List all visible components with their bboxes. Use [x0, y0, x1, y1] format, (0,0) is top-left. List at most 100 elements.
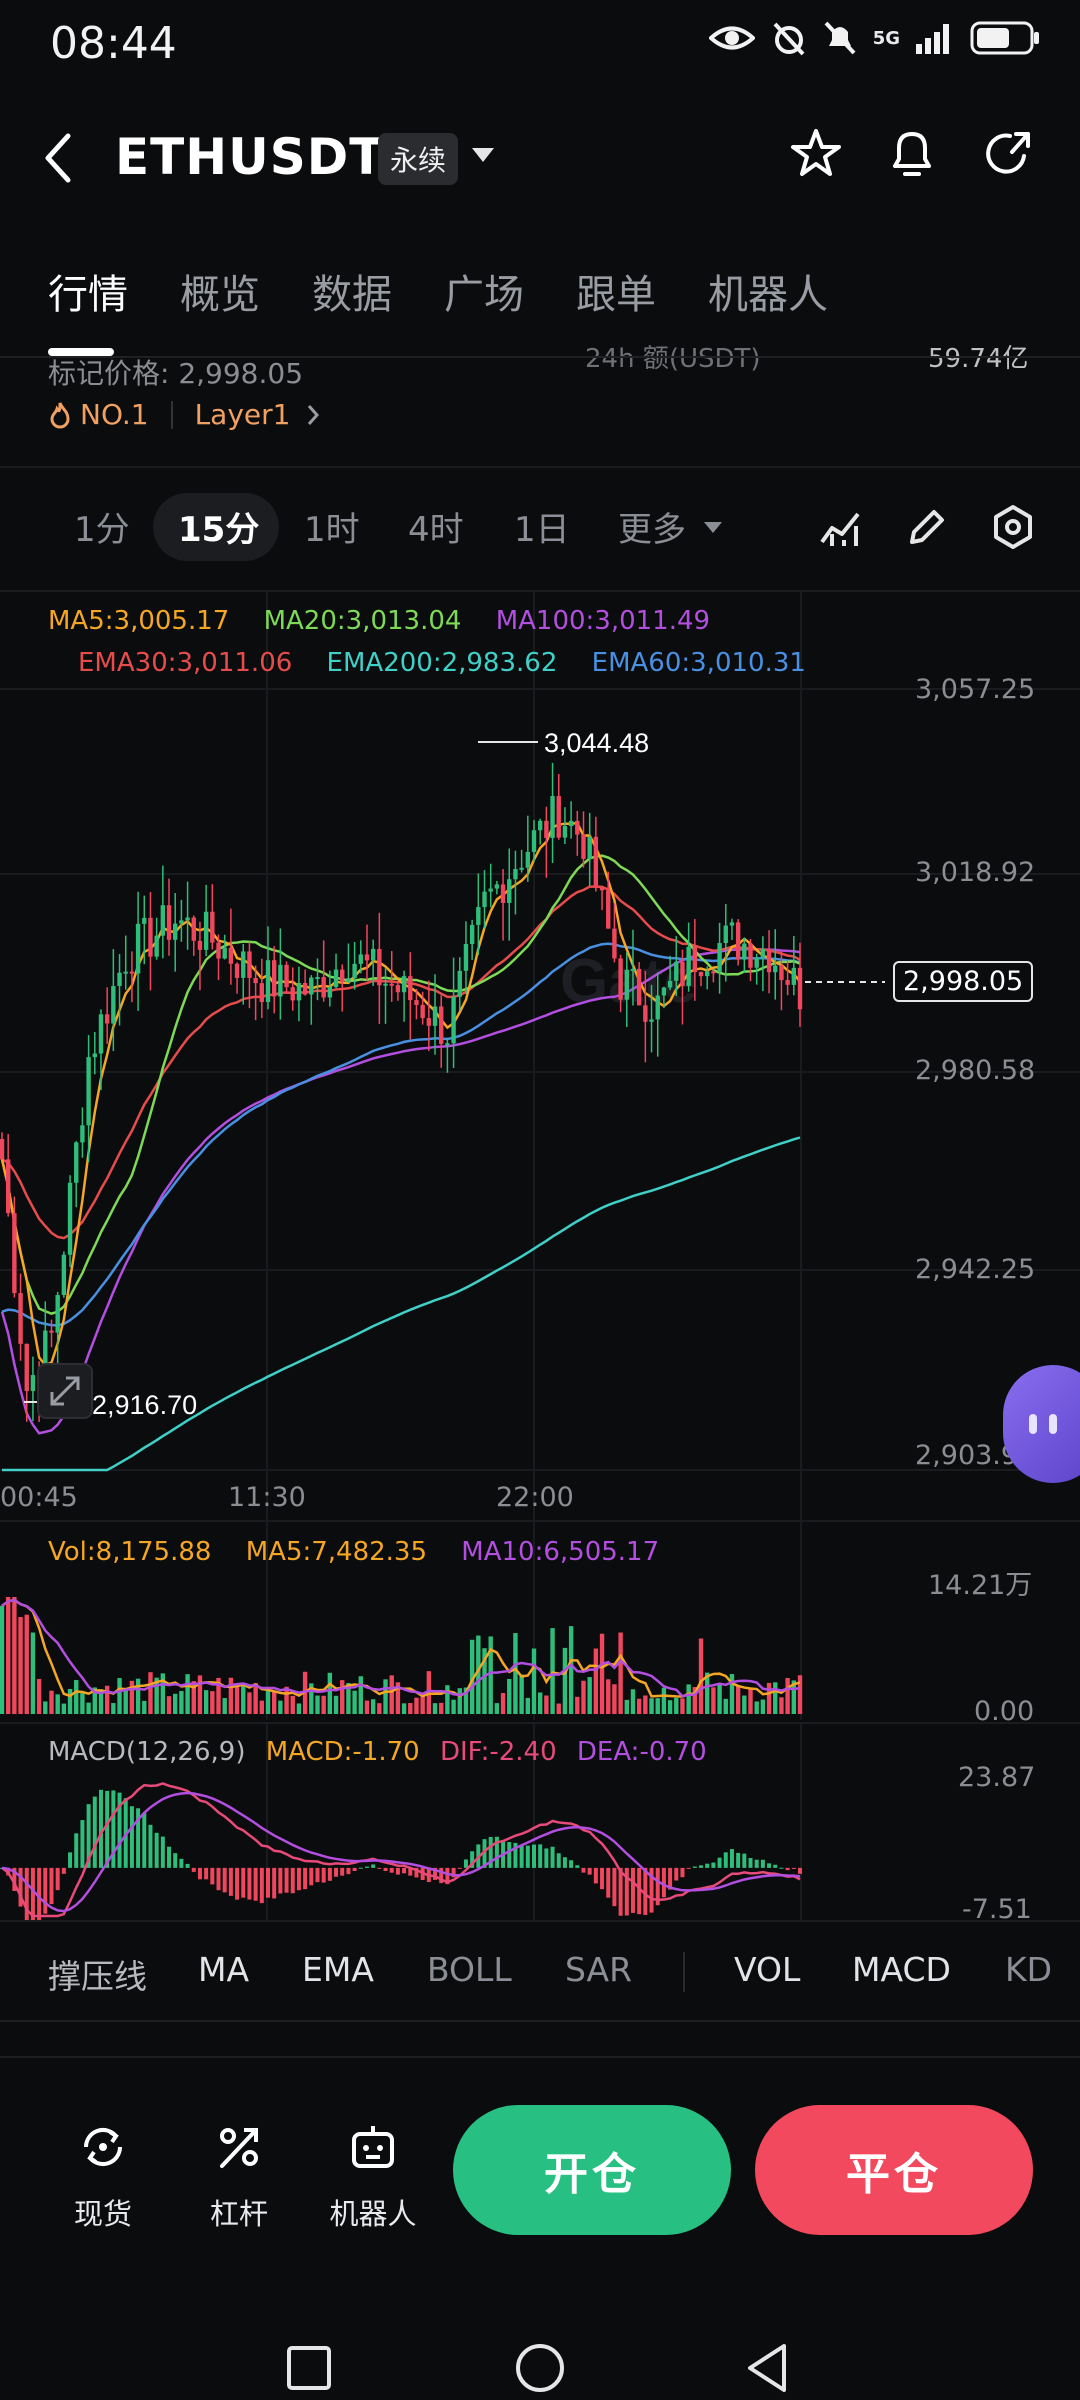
macd-bar — [315, 1867, 320, 1883]
price-alert-bell-icon[interactable] — [885, 126, 939, 182]
indicator-ema[interactable]: EMA — [302, 1950, 374, 1989]
candle-body — [488, 888, 493, 892]
favorite-star-icon[interactable] — [788, 126, 844, 182]
candle-body — [216, 942, 221, 959]
macd-bar — [686, 1867, 691, 1869]
indicator-vol[interactable]: VOL — [734, 1950, 801, 1989]
macd-bar — [129, 1806, 134, 1868]
candle-body — [49, 1330, 54, 1333]
macd-bar — [61, 1867, 66, 1874]
tab-overview[interactable]: 概览 — [180, 272, 260, 318]
volume-bar — [439, 1702, 444, 1714]
spot-button[interactable]: 现货 — [60, 2120, 146, 2233]
volume-bar — [729, 1674, 735, 1714]
indicator-chart-icon[interactable] — [818, 504, 864, 550]
volume-bar — [463, 1687, 469, 1714]
symbol-dropdown-icon[interactable] — [472, 148, 494, 162]
bot-button[interactable]: 机器人 — [325, 2120, 421, 2233]
volume-bar — [86, 1702, 91, 1714]
close-position-button[interactable]: 平仓 — [755, 2105, 1033, 2235]
divider — [0, 356, 1080, 358]
tab-market[interactable]: 行情 — [48, 272, 128, 318]
interval-15m[interactable]: 15分 — [178, 510, 260, 550]
volume-bar — [599, 1633, 605, 1714]
candle-body — [278, 964, 283, 997]
candle-body — [327, 987, 333, 998]
candlestick-chart[interactable]: Gate 3,044.48 2,916.70 — [0, 592, 1080, 1522]
candle-body — [271, 960, 277, 997]
tab-square[interactable]: 广场 — [444, 272, 524, 318]
volume-bar — [216, 1677, 221, 1714]
expand-chart-icon[interactable] — [37, 1363, 93, 1419]
open-position-button[interactable]: 开仓 — [453, 2105, 731, 2235]
main-tabs: 行情 概览 数据 广场 跟单 机器人 — [0, 262, 1080, 332]
indicator-boll[interactable]: BOLL — [427, 1950, 512, 1989]
sector-tag[interactable]: Layer1 — [194, 398, 291, 431]
macd-chart — [0, 1724, 802, 1920]
leverage-label: 杠杆 — [209, 2197, 268, 2231]
draw-pen-icon[interactable] — [904, 504, 950, 550]
candle-body — [346, 978, 351, 982]
candle-body — [370, 948, 376, 961]
volume-bar — [74, 1680, 79, 1714]
time-axis-label: 22:00 — [496, 1482, 574, 1513]
candle-body — [408, 976, 413, 1001]
low-label: 2,916.70 — [92, 1390, 197, 1420]
macd-bar — [98, 1789, 103, 1868]
tab-data[interactable]: 数据 — [312, 272, 392, 318]
candle-body — [173, 923, 178, 940]
volume-bar — [395, 1682, 401, 1714]
legend-row-1: MA5:3,005.17 MA20:3,013.04 MA100:3,011.4… — [48, 606, 710, 636]
macd-bar — [624, 1867, 629, 1916]
macd-bar — [600, 1867, 605, 1890]
rank-row[interactable]: NO.1 Layer1 — [48, 398, 320, 431]
macd-bar — [736, 1852, 741, 1868]
symbol-title[interactable]: ETHUSDT — [115, 128, 385, 186]
interval-1d[interactable]: 1日 — [514, 510, 570, 550]
macd-bar — [173, 1853, 178, 1868]
volume-bar — [717, 1683, 722, 1714]
indicator-tabs: 撑压线 MA EMA BOLL SAR VOL MACD KD — [0, 1938, 1080, 2008]
macd-bar — [197, 1867, 202, 1880]
macd-bar — [507, 1842, 512, 1868]
indicator-sar[interactable]: SAR — [565, 1950, 633, 1989]
recent-apps-icon[interactable] — [285, 2344, 333, 2392]
volume-bar — [686, 1684, 691, 1714]
interval-more[interactable]: 更多 — [618, 510, 686, 550]
interval-1h[interactable]: 1时 — [304, 510, 360, 550]
volume-bar — [754, 1701, 759, 1714]
indicator-lines — [0, 821, 801, 1472]
tab-bots[interactable]: 机器人 — [708, 272, 828, 318]
eye-icon — [708, 26, 755, 50]
volume-bar — [203, 1690, 209, 1714]
volume-bar — [760, 1699, 766, 1714]
tab-copy-trading[interactable]: 跟单 — [576, 272, 656, 318]
volume-bar — [241, 1684, 246, 1714]
candle-body — [333, 969, 339, 988]
indicator-support-resistance[interactable]: 撑压线 — [48, 1957, 147, 1996]
candle-body — [98, 1014, 104, 1054]
macd-bar — [272, 1867, 277, 1899]
volume-bar — [500, 1693, 506, 1714]
legend-macd-label: MACD(12,26,9) — [48, 1737, 246, 1767]
macd-bar — [587, 1867, 592, 1875]
share-icon[interactable] — [980, 126, 1036, 182]
assistant-eye-icon — [1029, 1414, 1037, 1434]
indicator-kd[interactable]: KD — [1005, 1950, 1053, 1989]
assistant-bubble[interactable] — [1003, 1365, 1080, 1483]
leverage-button[interactable]: 杠杆 — [196, 2120, 282, 2233]
indicator-macd[interactable]: MACD — [852, 1950, 951, 1989]
back-nav-icon[interactable] — [744, 2342, 792, 2394]
candle-body — [674, 961, 679, 981]
back-arrow-icon[interactable] — [40, 132, 76, 184]
home-icon[interactable] — [514, 2342, 566, 2394]
chart-settings-icon[interactable] — [990, 504, 1036, 550]
candle-body — [352, 963, 357, 979]
interval-1m[interactable]: 1分 — [74, 510, 130, 550]
candle-body — [766, 948, 772, 973]
indicator-ma[interactable]: MA — [198, 1950, 250, 1989]
interval-4h[interactable]: 4时 — [408, 510, 464, 550]
volume-bar — [451, 1699, 456, 1714]
candle-body — [698, 972, 704, 977]
candle-body — [30, 1375, 36, 1391]
